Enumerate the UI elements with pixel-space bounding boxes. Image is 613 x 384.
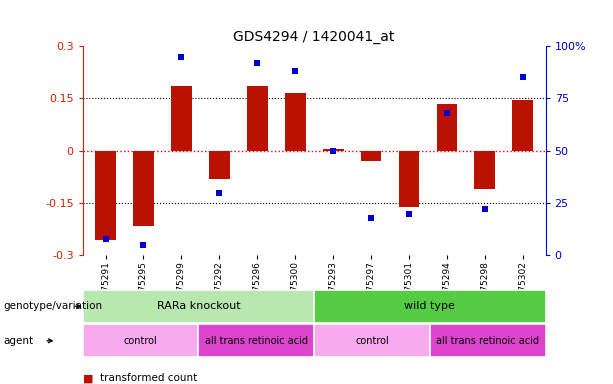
Bar bbox=[247, 86, 268, 151]
Point bbox=[404, 210, 414, 217]
Text: all trans retinoic acid: all trans retinoic acid bbox=[436, 336, 539, 346]
Point bbox=[366, 215, 376, 221]
Text: control: control bbox=[124, 336, 158, 346]
Point bbox=[215, 190, 224, 196]
Bar bbox=[171, 86, 192, 151]
Bar bbox=[285, 93, 306, 151]
Point bbox=[253, 60, 262, 66]
Title: GDS4294 / 1420041_at: GDS4294 / 1420041_at bbox=[234, 30, 395, 44]
Text: genotype/variation: genotype/variation bbox=[3, 301, 102, 311]
Point bbox=[291, 68, 300, 74]
Bar bbox=[95, 151, 116, 240]
Bar bbox=[436, 104, 457, 151]
Point bbox=[518, 74, 528, 81]
Bar bbox=[398, 151, 419, 207]
Bar bbox=[512, 100, 533, 151]
Text: RARa knockout: RARa knockout bbox=[157, 301, 240, 311]
Text: transformed count: transformed count bbox=[100, 373, 197, 383]
Point bbox=[139, 242, 148, 248]
Text: wild type: wild type bbox=[405, 301, 455, 311]
Bar bbox=[133, 151, 154, 226]
Text: ■: ■ bbox=[83, 373, 93, 383]
Text: agent: agent bbox=[3, 336, 33, 346]
Bar bbox=[209, 151, 230, 179]
Point bbox=[101, 235, 110, 242]
Bar bbox=[322, 149, 343, 151]
Text: control: control bbox=[355, 336, 389, 346]
Bar bbox=[360, 151, 381, 161]
Text: all trans retinoic acid: all trans retinoic acid bbox=[205, 336, 308, 346]
Point bbox=[177, 53, 186, 60]
Point bbox=[480, 206, 490, 212]
Bar bbox=[474, 151, 495, 189]
Point bbox=[442, 110, 452, 116]
Point bbox=[328, 148, 338, 154]
